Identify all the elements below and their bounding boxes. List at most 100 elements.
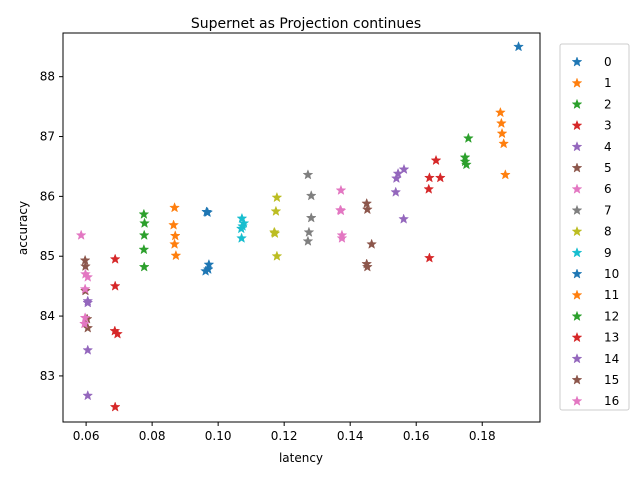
x-axis-label: latency (279, 451, 323, 465)
data-point-series-11-4 (170, 249, 182, 261)
data-point-series-12-3 (138, 243, 150, 255)
data-point-series-7-2 (305, 212, 317, 223)
y-tick-label: 88 (40, 70, 55, 84)
y-tick-label: 86 (40, 189, 55, 203)
data-point-series-6-4 (336, 232, 348, 243)
data-point-series-7-3 (303, 226, 315, 237)
data-point-series-12-1 (139, 217, 150, 228)
x-tick-label: 0.14 (337, 429, 364, 443)
legend-label-11: 11 (604, 288, 619, 302)
legend-marker-5 (571, 162, 583, 173)
data-point-series-14-3 (82, 389, 94, 401)
data-point-series-16-5 (79, 318, 90, 329)
data-point-series-16-0 (75, 229, 87, 240)
legend-label-7: 7 (604, 203, 612, 217)
data-point-series-8-4 (271, 250, 283, 261)
data-point-series-16-3 (79, 283, 91, 294)
data-point-series-4-3 (390, 186, 402, 197)
data-point-series-4-2 (390, 172, 402, 184)
x-tick-label: 0.18 (469, 429, 496, 443)
data-point-series-13-4 (109, 401, 121, 412)
data-point-series-14-2 (82, 344, 94, 355)
legend-marker-3 (571, 119, 583, 131)
data-point-series-1-4 (499, 169, 511, 180)
data-point-series-11-3 (169, 238, 181, 249)
legend-marker-10 (571, 268, 583, 279)
data-point-series-13-0 (109, 253, 121, 264)
data-point-series-11-0 (169, 202, 181, 213)
data-point-series-10-4 (200, 265, 212, 276)
x-tick-label: 0.10 (205, 429, 232, 443)
data-point-series-15-4 (82, 322, 94, 333)
legend-label-10: 10 (604, 267, 619, 281)
legend-marker-6 (571, 183, 583, 194)
x-tick-label: 0.08 (139, 429, 166, 443)
legend-label-9: 9 (604, 246, 612, 260)
data-point-series-8-0 (271, 191, 283, 203)
data-point-series-1-1 (495, 117, 507, 128)
legend-marker-13 (571, 331, 583, 343)
y-tick-label: 83 (40, 369, 55, 383)
legend-label-15: 15 (604, 373, 619, 387)
data-point-series-4-0 (398, 163, 410, 175)
data-point-series-2-3 (460, 158, 472, 170)
y-axis: 83 84 85 86 87 88 (40, 70, 63, 383)
legend-marker-4 (571, 141, 583, 152)
y-tick-label: 84 (40, 309, 55, 323)
data-point-series-11-2 (169, 230, 181, 241)
data-point-series-0-0 (513, 41, 524, 52)
data-point-series-9-0 (236, 212, 248, 224)
y-tick-label: 87 (40, 130, 55, 144)
legend-marker-16 (571, 395, 583, 406)
x-tick-label: 0.06 (73, 429, 100, 443)
data-point-series-12-2 (138, 229, 150, 240)
x-tick-label: 0.12 (271, 429, 298, 443)
legend-label-2: 2 (604, 97, 612, 111)
legend-marker-9 (571, 247, 583, 258)
x-axis: 0.06 0.08 0.10 0.12 0.14 0.16 0.18 (73, 422, 496, 443)
data-point-series-6-2 (335, 205, 347, 216)
legend-label-0: 0 (604, 55, 612, 69)
data-point-series-7-4 (302, 235, 314, 246)
data-point-series-11-1 (168, 219, 180, 230)
data-point-series-3-0 (430, 154, 442, 166)
data-point-series-1-2 (496, 127, 508, 139)
legend-marker-12 (571, 310, 583, 322)
chart-title: Supernet as Projection continues (191, 16, 421, 32)
data-point-series-9-4 (236, 232, 248, 243)
data-point-series-5-1 (361, 203, 373, 215)
data-point-series-1-3 (498, 138, 510, 149)
data-point-series-10-1 (202, 206, 214, 218)
legend-marker-2 (571, 98, 583, 110)
legend-label-3: 3 (604, 119, 612, 133)
legend-marker-1 (571, 77, 583, 88)
data-point-series-16-2 (82, 271, 94, 282)
data-point-series-8-1 (270, 205, 282, 216)
data-point-series-13-1 (109, 280, 121, 291)
data-point-series-4-1 (392, 167, 404, 179)
x-tick-label: 0.16 (403, 429, 430, 443)
data-point-series-12-4 (138, 261, 150, 272)
legend-marker-15 (571, 374, 583, 385)
legend-marker-11 (571, 289, 583, 300)
data-point-series-5-2 (366, 238, 378, 249)
legend-label-14: 14 (604, 352, 619, 366)
data-point-series-3-4 (423, 252, 435, 263)
data-point-series-7-0 (302, 169, 314, 180)
data-point-series-1-0 (494, 106, 506, 118)
legend-label-12: 12 (604, 309, 619, 323)
data-point-series-5-4 (361, 261, 373, 272)
legend-marker-8 (571, 225, 583, 237)
legend-marker-0 (571, 56, 583, 67)
axes-frame (62, 32, 541, 423)
legend-label-8: 8 (604, 225, 612, 239)
plot-area (75, 41, 524, 412)
data-point-series-7-1 (305, 190, 317, 201)
data-point-series-3-1 (434, 172, 446, 183)
legend-label-13: 13 (604, 331, 619, 345)
legend-label-16: 16 (604, 394, 619, 408)
legend-marker-7 (571, 204, 583, 216)
